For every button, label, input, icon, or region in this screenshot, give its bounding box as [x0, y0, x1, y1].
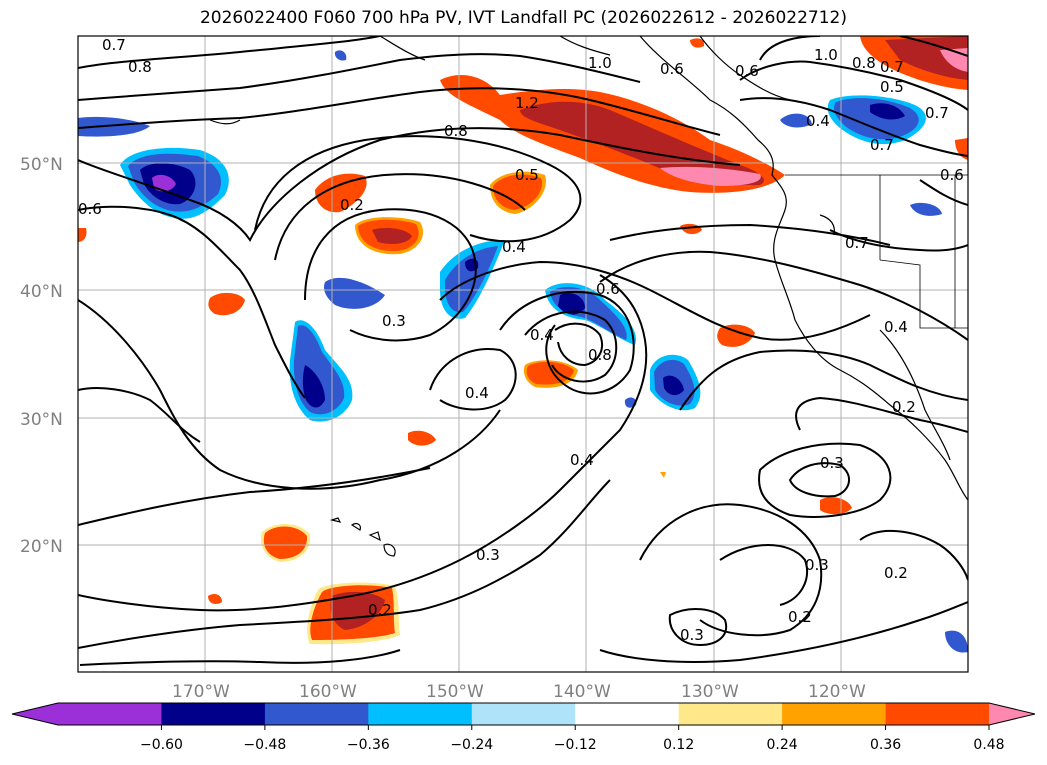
page-title: 2026022400 F060 700 hPa PV, IVT Landfall…: [199, 8, 847, 28]
contour-label: 0.6: [940, 166, 964, 184]
map-frame: [77, 35, 969, 673]
contour-label: 0.5: [515, 166, 539, 184]
contour-label: 0.7: [880, 58, 904, 76]
contour-label: 0.6: [660, 60, 684, 78]
colorbar-tick-label: −0.36: [347, 737, 390, 753]
lat-label: 30°N: [20, 410, 63, 430]
contour-label: 0.4: [884, 318, 908, 336]
colorbar-tick-label: −0.60: [140, 737, 183, 753]
lon-label: 170°W: [172, 682, 230, 702]
colorbar-tick-label: 0.48: [973, 737, 1004, 753]
colorbar-segment: [782, 703, 887, 725]
colorbar-tick-label: 0.12: [663, 737, 694, 753]
contour-label: 0.6: [78, 200, 102, 218]
map-plot-area: 0.7 0.8 1.0 0.6 1.0 0.8 0.7 0.5 1.2 0.8 …: [78, 36, 968, 672]
colorbar-tick-label: −0.12: [554, 737, 597, 753]
contour-label: 0.2: [884, 564, 908, 582]
colorbar-extend-min: [12, 703, 58, 725]
colorbar-outline: [11, 702, 1036, 726]
ivt-contours: [78, 36, 968, 666]
contour-label: 0.3: [382, 312, 406, 330]
contour-label: 0.8: [852, 54, 876, 72]
contour-label: 0.2: [340, 196, 364, 214]
colorbar-segment: [368, 703, 473, 725]
contour-label: 0.7: [870, 136, 894, 154]
contour-label: 0.8: [128, 58, 152, 76]
lon-label: 130°W: [681, 682, 739, 702]
contour-label: 0.3: [476, 546, 500, 564]
contour-label: 0.4: [570, 451, 594, 469]
colorbar-segment: [885, 703, 990, 725]
colorbar-tick-label: 0.36: [870, 737, 901, 753]
contour-labels: 0.7 0.8 1.0 0.6 1.0 0.8 0.7 0.5 1.2 0.8 …: [78, 36, 964, 644]
colorbar-tick-label: −0.24: [450, 737, 493, 753]
contour-label: 0.6: [596, 280, 620, 298]
colorbar-extend-max: [989, 703, 1035, 725]
lon-label: 150°W: [426, 682, 484, 702]
contour-label: 0.4: [502, 238, 526, 256]
contour-label: 0.7: [845, 234, 869, 252]
lon-label: 140°W: [553, 682, 611, 702]
north-america-coast: [639, 36, 968, 501]
contour-label: 0.2: [368, 601, 392, 619]
colorbar-tick-label: −0.48: [243, 737, 286, 753]
colorbar-tick-label: 0.24: [767, 737, 798, 753]
lat-label: 50°N: [20, 155, 63, 175]
contour-label: 0.8: [588, 346, 612, 364]
hawaii-islands: [329, 517, 342, 523]
contour-label: 0.7: [102, 36, 126, 54]
contour-label: 0.3: [805, 556, 829, 574]
contour-label: 0.4: [465, 384, 489, 402]
colorbar-segment: [678, 703, 783, 725]
contour-label: 0.6: [735, 62, 759, 80]
contour-label: 0.3: [680, 626, 704, 644]
contour-label: 0.4: [806, 112, 830, 130]
lat-label: 40°N: [20, 282, 63, 302]
longitude-labels: 170°W 160°W 150°W 140°W 130°W 120°W: [172, 682, 866, 702]
contour-label: 1.0: [588, 54, 612, 72]
colorbar-segment: [264, 703, 369, 725]
contour-label: 0.2: [892, 398, 916, 416]
latitude-labels: 50°N 40°N 30°N 20°N: [20, 155, 63, 557]
contour-label: 0.7: [925, 104, 949, 122]
colorbar-segment: [575, 703, 680, 725]
colorbar-segment: [471, 703, 576, 725]
lon-label: 120°W: [808, 682, 866, 702]
colorbar: −0.60 −0.48 −0.36 −0.24 −0.12 0.12 0.24 0.36 0.4…: [11, 702, 1036, 753]
coastlines: [209, 36, 968, 557]
contour-label: 0.4: [530, 326, 554, 344]
contour-label: 0.3: [820, 454, 844, 472]
graticule: [78, 36, 968, 672]
contour-label: 0.2: [788, 608, 812, 626]
contour-label: 1.0: [814, 46, 838, 64]
contour-label: 0.5: [880, 78, 904, 96]
colorbar-segment: [161, 703, 266, 725]
lat-label: 20°N: [20, 537, 63, 557]
contour-label: 0.8: [444, 122, 468, 140]
colorbar-segment: [58, 703, 162, 725]
lon-label: 160°W: [299, 682, 357, 702]
contour-label: 1.2: [515, 94, 539, 112]
